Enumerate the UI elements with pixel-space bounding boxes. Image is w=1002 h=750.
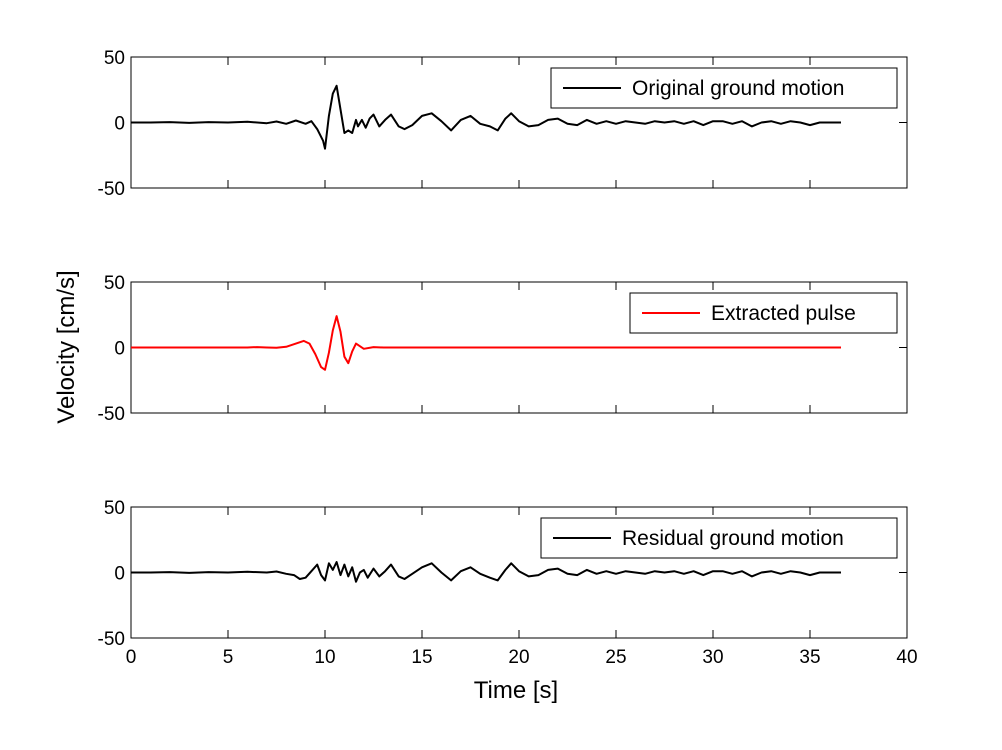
legend-label: Residual ground motion [622,527,844,550]
legend: Extracted pulse [629,292,898,334]
y-tick-label: 0 [114,339,125,360]
y-tick-label: 50 [104,48,125,69]
x-tick-label: 20 [508,647,529,668]
y-tick-label: -50 [98,629,125,650]
legend-label: Original ground motion [632,77,844,100]
x-tick-label: 40 [896,647,917,668]
series-line [131,84,841,150]
panel-original: -50 0 50 Original ground motion [98,48,908,200]
y-tick-label: -50 [98,179,125,200]
x-tick-label: 0 [126,647,137,668]
series-line [131,561,841,583]
y-tick-label: 50 [104,498,125,519]
x-tick-label: 10 [314,647,335,668]
x-tick-label: 15 [411,647,432,668]
y-tick-label: 50 [104,273,125,294]
legend: Original ground motion [550,67,898,109]
x-tick-label: 25 [605,647,626,668]
x-tick-label: 30 [702,647,723,668]
legend: Residual ground motion [540,517,898,559]
y-tick-label: 0 [114,564,125,585]
y-axis-label: Velocity [cm/s] [53,270,80,423]
x-tick-label: 35 [799,647,820,668]
panel-extracted: -50 0 50 Extracted pulse [98,273,908,425]
legend-label: Extracted pulse [711,302,856,325]
series-line [131,315,841,371]
x-tick-label: 5 [223,647,234,668]
y-tick-label: -50 [98,404,125,425]
y-tick-label: 0 [114,114,125,135]
x-axis-label: Time [s] [474,677,558,704]
